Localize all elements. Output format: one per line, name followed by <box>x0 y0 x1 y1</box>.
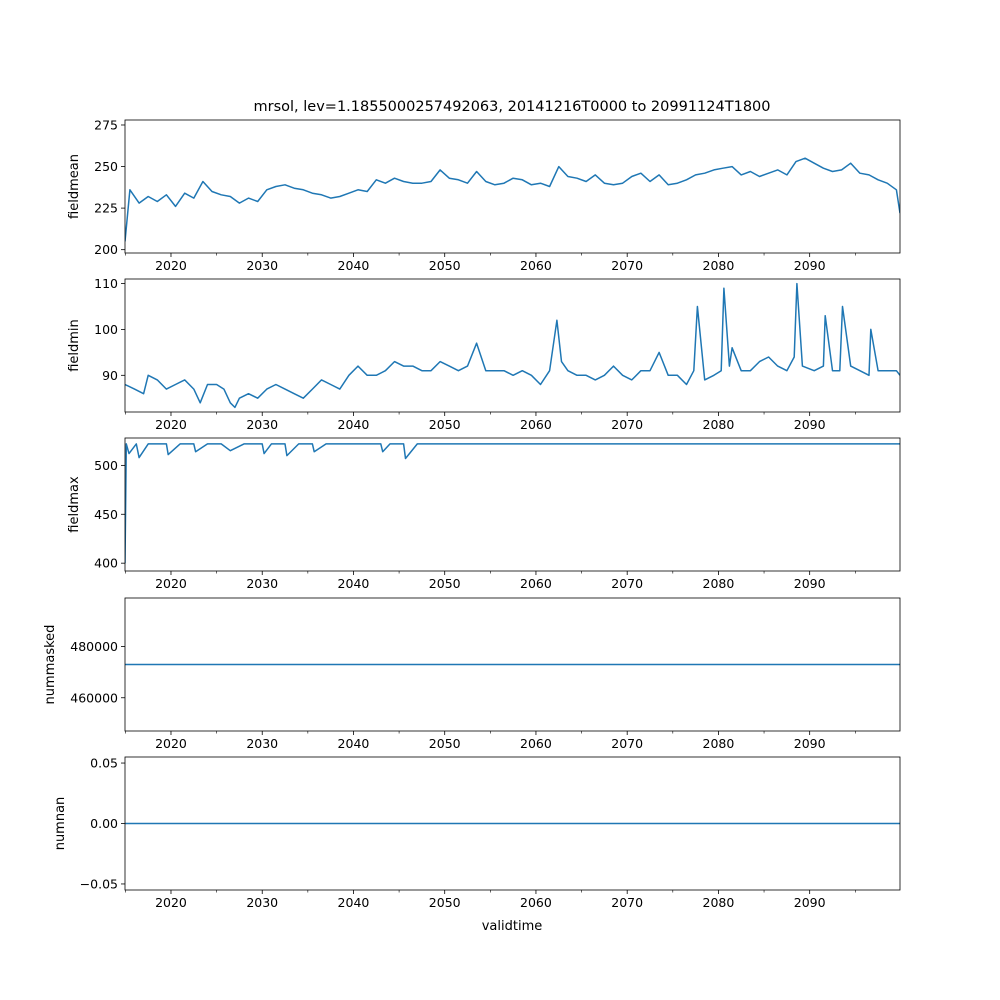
x-tick-label: 2090 <box>794 417 826 432</box>
x-tick-label: 2070 <box>611 576 643 591</box>
y-tick-label: 450 <box>94 507 118 522</box>
series-line-fieldmax <box>125 443 900 564</box>
x-tick-label: 2090 <box>794 576 826 591</box>
x-tick-label: 2040 <box>338 258 370 273</box>
series-line-fieldmin <box>125 282 900 409</box>
y-tick-label: −0.05 <box>80 876 118 891</box>
axes-frame <box>124 119 901 254</box>
x-tick-label: 2030 <box>246 258 278 273</box>
y-tick-label: 225 <box>94 201 118 216</box>
x-tick-label: 2090 <box>794 736 826 751</box>
x-tick-label: 2090 <box>794 258 826 273</box>
x-tick-label: 2040 <box>338 576 370 591</box>
x-tick-label: 2020 <box>155 576 187 591</box>
x-tick-label: 2020 <box>155 417 187 432</box>
x-tick-label: 2080 <box>703 258 735 273</box>
y-tick-label: 480000 <box>70 639 118 654</box>
x-tick-label: 2060 <box>520 576 552 591</box>
axes-frame <box>124 597 901 732</box>
subplot-fieldmax: 2020 2030 2040 2050 2060 2070 2080 2090 400 450 50… <box>67 437 901 591</box>
y-tick-label: 200 <box>94 242 118 257</box>
x-tick-label: 2070 <box>611 736 643 751</box>
x-tick-label: 2030 <box>246 895 278 910</box>
x-tick-label: 2040 <box>338 417 370 432</box>
y-tick-label: 460000 <box>70 690 118 705</box>
subplot-fieldmin: 2020 2030 2040 2050 2060 2070 2080 2090 90 100 110… <box>67 276 901 432</box>
x-tick-label: 2060 <box>520 258 552 273</box>
chart-title: mrsol, lev=1.1855000257492063, 20141216T… <box>254 99 771 115</box>
x-tick-label: 2070 <box>611 895 643 910</box>
x-tick-label: 2050 <box>429 895 461 910</box>
y-axis-label: nummasked <box>43 625 58 705</box>
x-tick-label: 2080 <box>703 417 735 432</box>
axes-frame <box>124 437 901 572</box>
subplot-panels: 2020 2030 2040 2050 2060 2070 2080 2090 200 225 25… <box>43 117 901 910</box>
y-axis-label: fieldmean <box>67 154 82 219</box>
x-tick-label: 2030 <box>246 576 278 591</box>
x-tick-label: 2020 <box>155 895 187 910</box>
x-tick-label: 2080 <box>703 576 735 591</box>
y-tick-label: 0.05 <box>90 756 118 771</box>
x-axis-label: validtime <box>482 919 543 934</box>
y-axis-label: numnan <box>53 797 68 851</box>
y-tick-label: 110 <box>94 276 118 291</box>
series-line-fieldmean <box>125 157 900 242</box>
y-tick-label: 250 <box>94 159 118 174</box>
x-tick-label: 2060 <box>520 736 552 751</box>
x-tick-label: 2050 <box>429 258 461 273</box>
x-tick-label: 2080 <box>703 895 735 910</box>
x-tick-label: 2040 <box>338 895 370 910</box>
y-tick-label: 0.00 <box>90 816 118 831</box>
x-tick-label: 2070 <box>611 417 643 432</box>
x-tick-label: 2050 <box>429 417 461 432</box>
subplot-nummasked: 2020 2030 2040 2050 2060 2070 2080 2090 460000 48… <box>43 597 901 751</box>
y-tick-label: 275 <box>94 117 118 132</box>
x-tick-label: 2050 <box>429 736 461 751</box>
x-tick-label: 2030 <box>246 736 278 751</box>
x-tick-label: 2090 <box>794 895 826 910</box>
subplot-numnan: 2020 2030 2040 2050 2060 2070 2080 2090 −0.05 0.0… <box>53 756 901 910</box>
x-tick-label: 2060 <box>520 895 552 910</box>
y-axis-label: fieldmin <box>67 319 82 372</box>
x-tick-label: 2050 <box>429 576 461 591</box>
y-tick-label: 500 <box>94 458 118 473</box>
subplot-fieldmean: 2020 2030 2040 2050 2060 2070 2080 2090 200 225 25… <box>67 117 901 273</box>
x-tick-label: 2070 <box>611 258 643 273</box>
x-tick-label: 2020 <box>155 258 187 273</box>
y-tick-label: 90 <box>102 368 118 383</box>
x-tick-label: 2030 <box>246 417 278 432</box>
axes-frame <box>124 278 901 413</box>
x-tick-label: 2040 <box>338 736 370 751</box>
y-axis-label: fieldmax <box>67 476 82 533</box>
y-tick-label: 400 <box>94 556 118 571</box>
x-tick-label: 2020 <box>155 736 187 751</box>
y-tick-label: 100 <box>94 322 118 337</box>
x-tick-label: 2080 <box>703 736 735 751</box>
x-tick-label: 2060 <box>520 417 552 432</box>
